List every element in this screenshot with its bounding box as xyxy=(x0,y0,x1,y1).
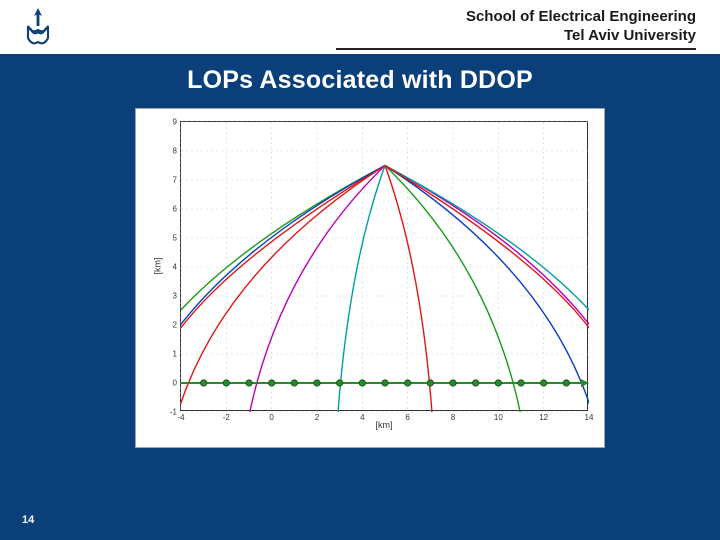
y-tick: 4 xyxy=(173,263,177,272)
x-tick: 8 xyxy=(451,413,455,422)
y-tick: 6 xyxy=(173,205,177,214)
header-underline xyxy=(336,48,696,50)
x-tick: 14 xyxy=(585,413,594,422)
y-tick: 0 xyxy=(173,379,177,388)
x-tick: -2 xyxy=(223,413,230,422)
header-band: School of Electrical Engineering Tel Avi… xyxy=(0,0,720,54)
slide-title: LOPs Associated with DDOP xyxy=(0,66,720,95)
y-tick: 2 xyxy=(173,321,177,330)
x-tick: 12 xyxy=(539,413,548,422)
school-line-2: Tel Aviv University xyxy=(466,27,696,46)
header-stripe xyxy=(0,54,720,60)
plot-area: [km] [km] -4-202468101214-10123456789 xyxy=(180,121,588,411)
y-tick: 9 xyxy=(173,118,177,127)
plot-svg xyxy=(181,122,589,412)
school-name: School of Electrical Engineering Tel Avi… xyxy=(466,8,696,46)
x-tick: 0 xyxy=(269,413,273,422)
x-tick: -4 xyxy=(177,413,184,422)
y-axis-label: [km] xyxy=(153,258,163,275)
school-line-1: School of Electrical Engineering xyxy=(466,8,696,27)
x-tick: 6 xyxy=(405,413,409,422)
slide: School of Electrical Engineering Tel Avi… xyxy=(0,0,720,540)
y-tick: 8 xyxy=(173,147,177,156)
x-tick: 4 xyxy=(360,413,364,422)
university-logo xyxy=(18,6,58,51)
y-tick: 5 xyxy=(173,234,177,243)
page-number: 14 xyxy=(22,514,34,526)
chart-card: [km] [km] -4-202468101214-10123456789 xyxy=(135,108,605,448)
y-tick: -1 xyxy=(170,408,177,417)
y-tick: 1 xyxy=(173,350,177,359)
y-tick: 7 xyxy=(173,176,177,185)
x-tick: 2 xyxy=(315,413,319,422)
x-tick: 10 xyxy=(494,413,503,422)
y-tick: 3 xyxy=(173,292,177,301)
x-axis-label: [km] xyxy=(376,420,393,430)
